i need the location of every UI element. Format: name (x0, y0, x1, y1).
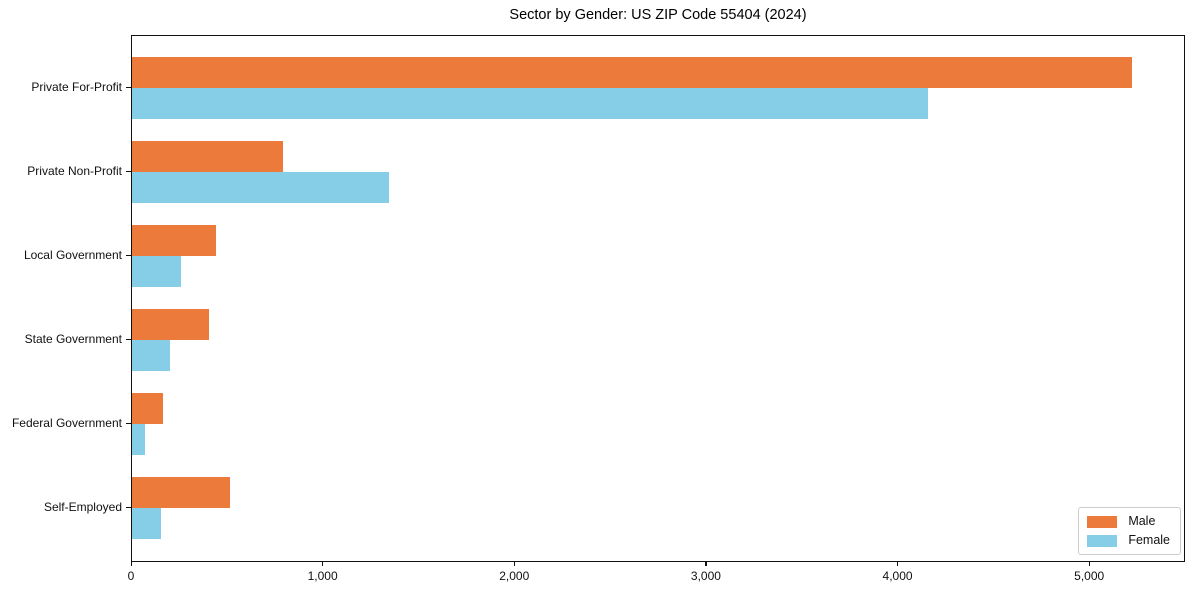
x-axis-tick-label: 4,000 (882, 569, 913, 583)
bar-male-private-for-profit (132, 57, 1133, 88)
x-axis-tick (897, 561, 899, 566)
legend-swatch-male (1087, 515, 1118, 528)
bar-female-private-non-profit (132, 172, 390, 203)
y-axis-tick (126, 338, 131, 340)
bar-male-federal-government (132, 393, 163, 424)
bar-female-state-government (132, 340, 171, 371)
y-axis-label: Self-Employed (43, 500, 122, 514)
y-axis-label: Private Non-Profit (27, 164, 122, 178)
legend-label: Male (1128, 514, 1156, 528)
bar-male-local-government (132, 225, 217, 256)
bar-male-state-government (132, 309, 210, 340)
x-axis-tick-label: 1,000 (307, 569, 338, 583)
x-axis-tick (322, 561, 324, 566)
legend-row: Female (1087, 534, 1170, 547)
chart-title: Sector by Gender: US ZIP Code 55404 (202… (509, 7, 807, 23)
x-axis-tick (1088, 561, 1090, 566)
bar-female-self-employed (132, 508, 162, 539)
x-axis-tick-label: 2,000 (499, 569, 530, 583)
legend-label: Female (1128, 533, 1170, 547)
legend-row: Male (1087, 515, 1170, 528)
bar-male-self-employed (132, 477, 230, 508)
x-axis-tick (705, 561, 707, 566)
bar-female-federal-government (132, 424, 145, 455)
bar-female-local-government (132, 256, 181, 287)
plot-area: Male Female (131, 35, 1185, 562)
x-axis-tick-label: 0 (127, 569, 135, 583)
y-axis-label: Private For-Profit (31, 80, 122, 94)
y-axis-tick (126, 506, 131, 508)
y-axis-tick (126, 422, 131, 424)
bar-female-private-for-profit (132, 88, 928, 119)
legend: Male Female (1078, 507, 1181, 555)
legend-swatch-female (1087, 534, 1118, 547)
y-axis-tick (126, 170, 131, 172)
y-axis-label: Local Government (23, 248, 122, 262)
x-axis-tick (130, 561, 132, 566)
x-axis-tick-label: 5,000 (1074, 569, 1105, 583)
y-axis-label: State Government (24, 332, 122, 346)
bar-male-private-non-profit (132, 141, 284, 172)
x-axis-tick-label: 3,000 (690, 569, 721, 583)
x-axis-tick (513, 561, 516, 566)
y-axis-tick (126, 254, 131, 256)
y-axis-label: Federal Government (11, 416, 122, 430)
y-axis-tick (126, 86, 131, 88)
